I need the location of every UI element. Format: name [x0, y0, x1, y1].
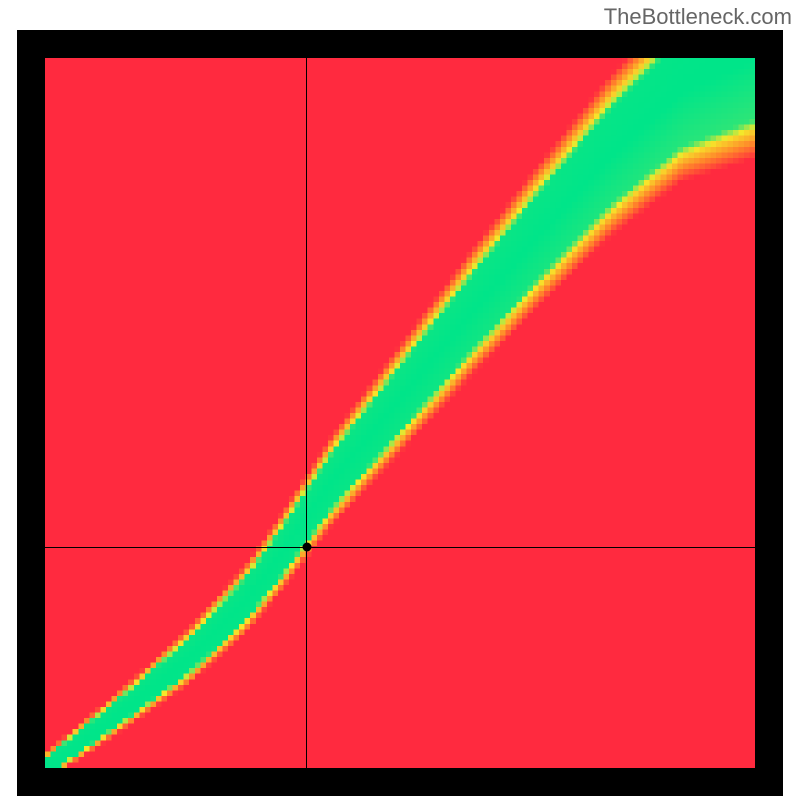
- chart-border-top: [17, 30, 783, 58]
- crosshair-marker: [302, 543, 311, 552]
- chart-border-bottom: [17, 768, 783, 796]
- crosshair-vertical: [306, 58, 307, 768]
- bottleneck-heatmap: [45, 58, 755, 768]
- chart-border-left: [17, 30, 45, 796]
- watermark-text: TheBottleneck.com: [604, 4, 792, 30]
- chart-border-right: [755, 30, 783, 796]
- crosshair-horizontal: [45, 547, 755, 548]
- chart-frame: TheBottleneck.com: [0, 0, 800, 800]
